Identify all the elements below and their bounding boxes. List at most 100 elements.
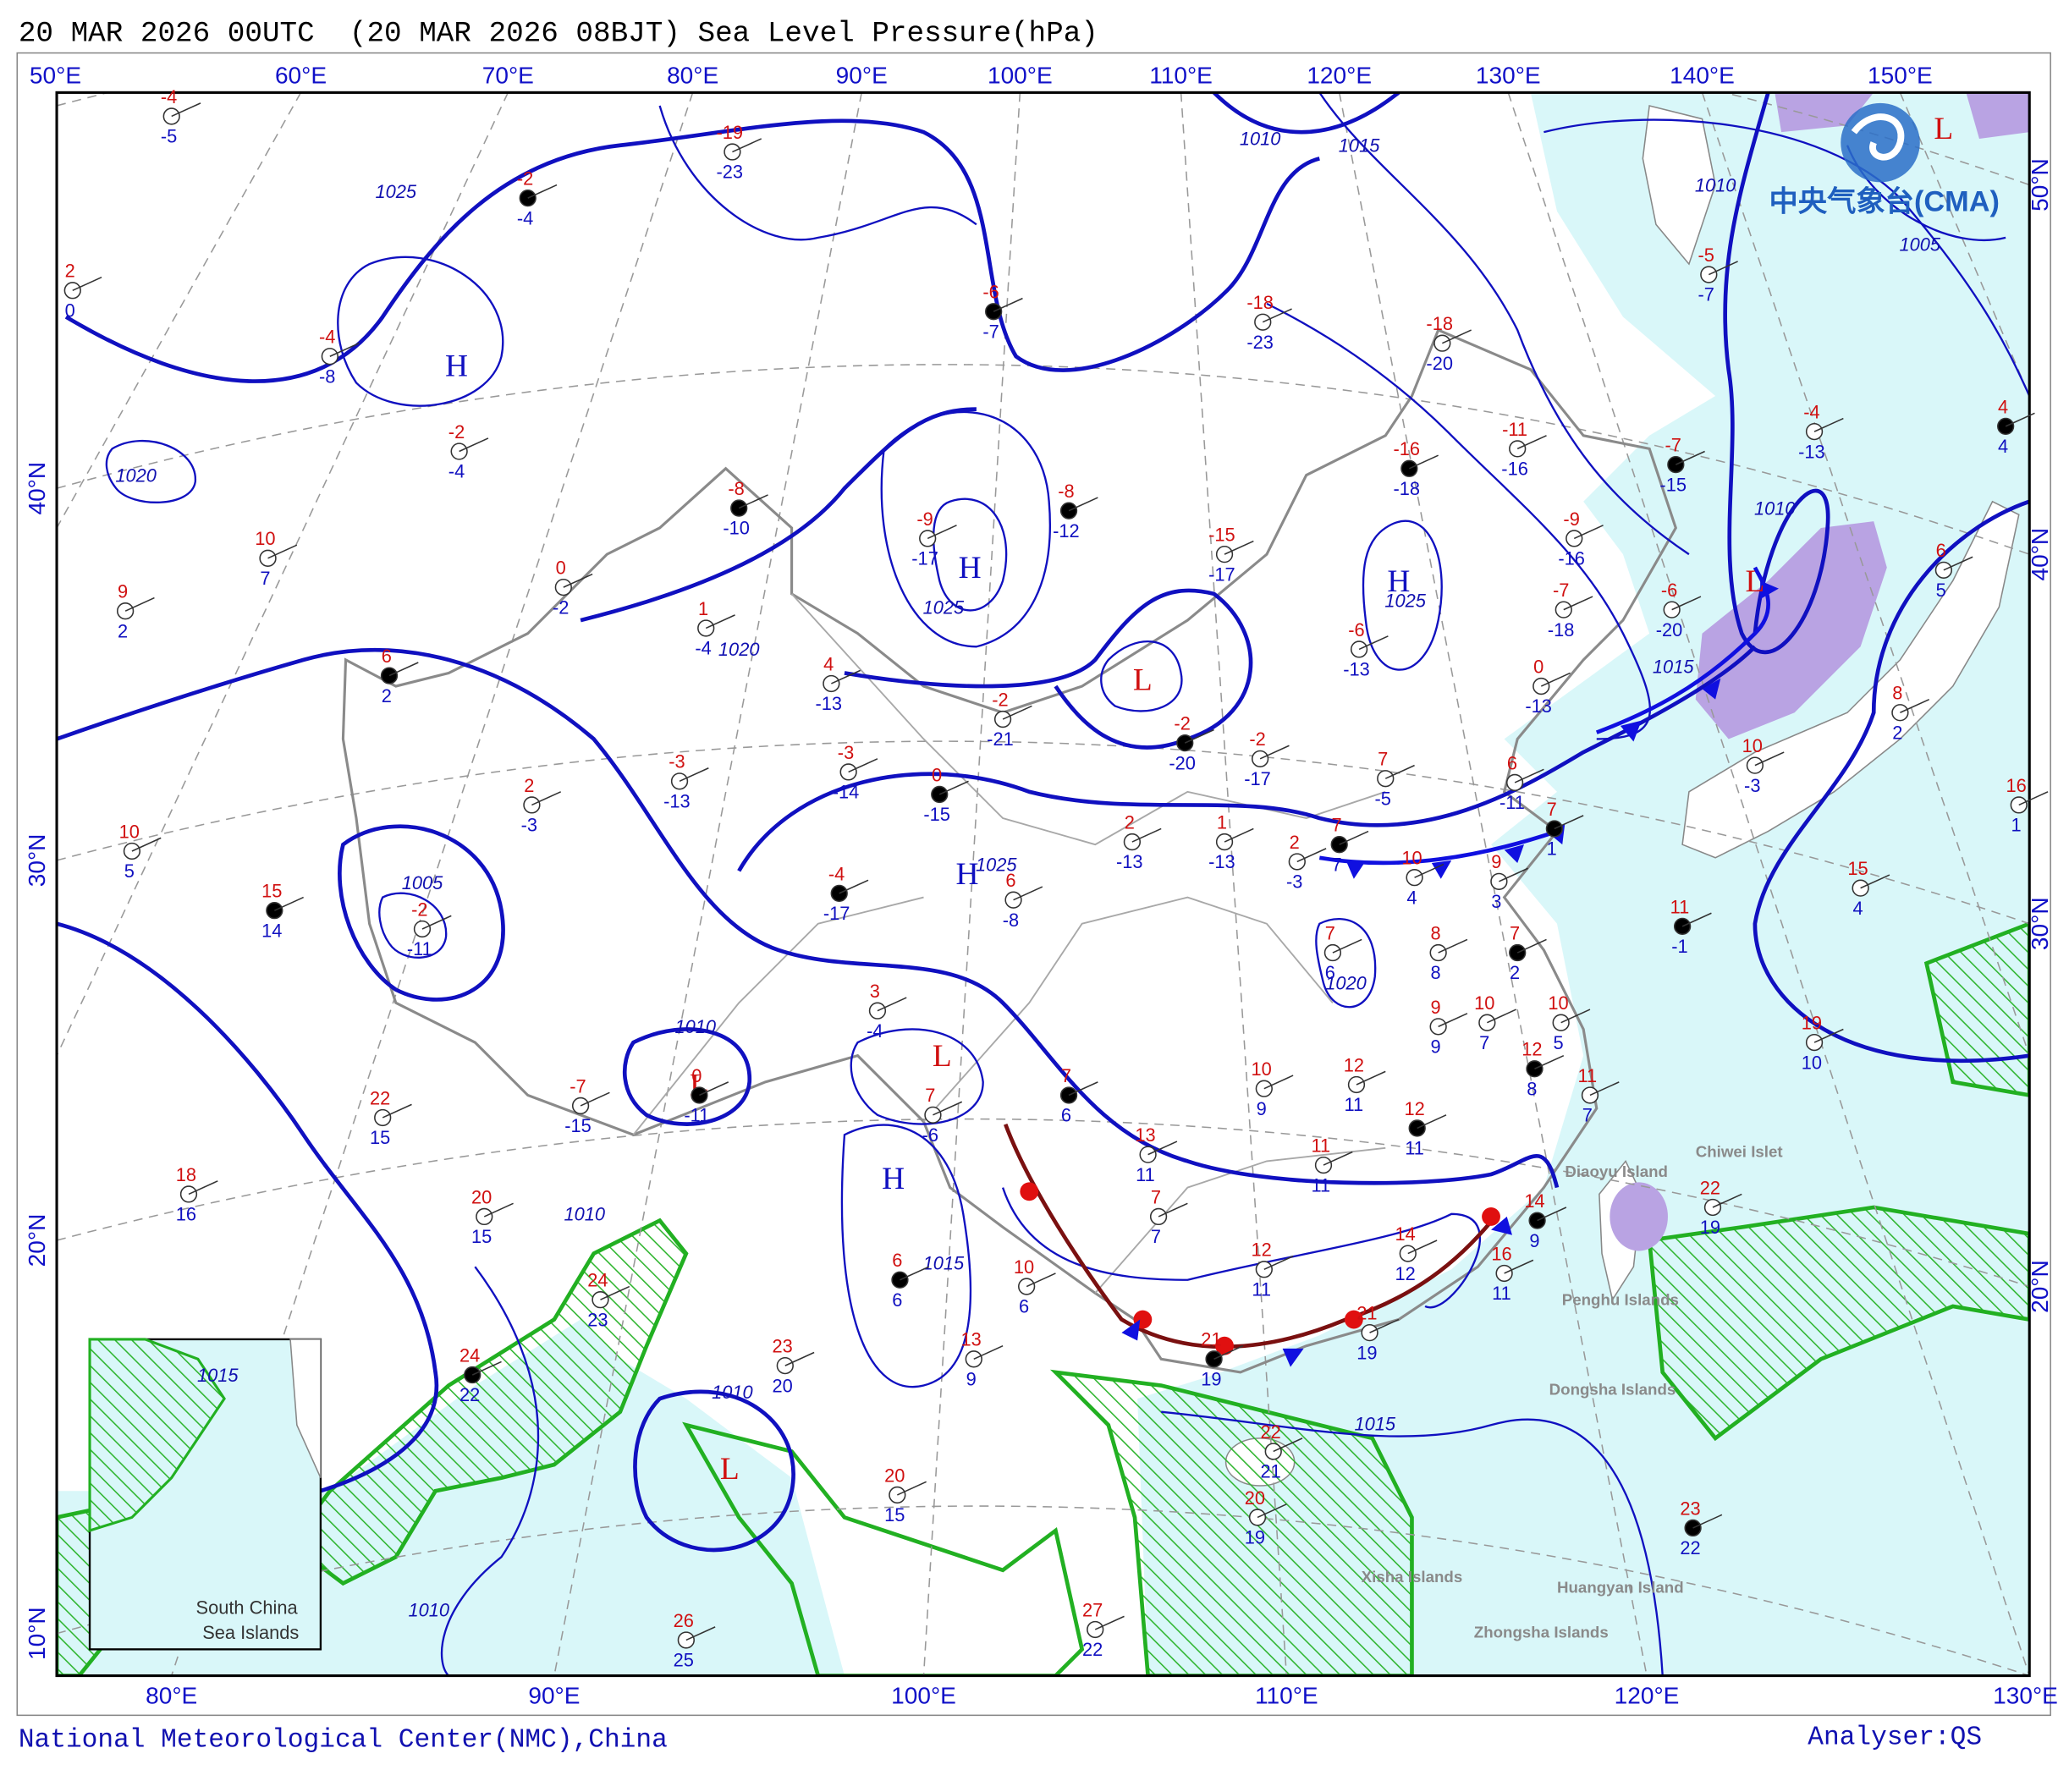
station-dewpoint: 4 [1998,436,2008,457]
station-dewpoint: -18 [1393,478,1420,499]
wind-barb [1409,454,1439,470]
station-temperature: -16 [1393,438,1420,459]
station-marker [1746,756,1764,774]
station-temperature: 10 [1401,848,1422,869]
station-dewpoint: -16 [1558,548,1585,569]
longitude-label: 150°E [1868,62,1933,88]
station-temperature: 23 [773,1336,793,1357]
isobar-label: 1025 [976,854,1017,875]
station: 77 [1149,1186,1188,1247]
station-marker [1059,502,1078,519]
station: -18 -23 [1246,292,1292,353]
station-temperature: -6 [1661,580,1677,601]
station-dewpoint: 14 [261,920,282,941]
wind-barb [732,138,762,153]
wind-barb [738,494,768,509]
station-dewpoint: 21 [1260,1461,1280,1482]
wind-barb [1356,1070,1386,1086]
wind-barb [1573,525,1604,540]
station: -9 -17 [911,508,957,569]
station-dewpoint: -1 [1671,936,1687,957]
station-temperature: -2 [448,421,465,443]
isobar [1212,92,1400,135]
warm-front-symbol [1344,1310,1363,1329]
station-temperature: 7 [1378,749,1388,770]
station-dewpoint: -4 [867,1020,883,1042]
pressure-center: H [882,1162,905,1196]
station-dewpoint: 9 [1529,1230,1539,1251]
station-dewpoint: -4 [517,207,533,228]
isobar [1100,640,1183,712]
isobar [57,647,1560,1189]
station-temperature: 10 [1014,1256,1034,1278]
station-dewpoint: -2 [553,596,569,618]
station-dewpoint: -11 [407,938,432,959]
station: -5 -7 [1698,245,1738,305]
station: 10 -3 [1742,735,1785,796]
wind-barb [1273,1437,1303,1453]
wind-barb [600,1285,630,1300]
station: -2 -4 [517,168,558,228]
wind-barb [1516,938,1547,954]
station-dewpoint: -17 [1208,563,1235,585]
meridian [57,92,509,1057]
wind-barb [382,1103,412,1119]
station-dewpoint: -12 [1053,520,1080,541]
wind-barb [188,1180,218,1196]
outer-frame [16,52,2051,1717]
station: 76 [1323,922,1362,983]
station-dewpoint: 6 [892,1289,902,1311]
wind-barb [1754,751,1785,767]
wind-barb [1692,1514,1723,1529]
pressure-center: H [955,857,978,892]
longitude-label: 140°E [1670,62,1735,88]
station: -6 -7 [982,282,1023,342]
meridian [1899,92,2030,397]
rain-area [1049,1369,1414,1676]
station: 24 23 [587,1270,630,1330]
longitude-label: 50°E [30,62,81,88]
station-temperature: 20 [1245,1487,1265,1509]
longitude-label: 110°E [1255,1682,1318,1708]
wind-barb [1158,1202,1188,1218]
wind-barb [705,614,735,629]
wind-barb [1339,830,1369,845]
wind-barb [1369,1318,1400,1333]
station-temperature: 9 [118,581,128,602]
station-dewpoint: -7 [1698,284,1714,305]
rain-area [287,1218,689,1586]
station-marker [730,499,748,517]
isobar-label: 1005 [402,872,443,893]
station-temperature: 20 [884,1465,905,1486]
station: -7 -15 [1659,435,1705,495]
station: -19 -23 [717,122,762,183]
station-marker [1215,546,1234,563]
wind-barb [993,297,1023,312]
wind-barb [685,1626,716,1641]
wind-barb [1184,728,1214,744]
station: 13 11 [1135,1124,1178,1185]
wind-barb [1358,635,1389,651]
province-border [632,593,1386,1294]
wind-barb [1296,848,1327,863]
station: 65 [1934,540,1973,601]
pressure-center: L [720,1452,740,1487]
station-dewpoint: 11 [1136,1164,1155,1185]
wind-barb [1068,497,1098,512]
station: 92 [116,581,155,641]
station: 2 -3 [1286,832,1327,893]
station-dewpoint: 7 [1332,854,1342,875]
station-dewpoint: 7 [260,568,270,589]
station: 0 -13 [1525,656,1571,717]
station: -3 -13 [663,751,709,812]
station-dewpoint: 4 [1852,898,1863,919]
station-dewpoint: 2 [382,685,392,706]
station-dewpoint: 25 [674,1650,694,1671]
station: -2 -21 [987,689,1032,750]
station-temperature: 12 [1252,1240,1272,1261]
station-temperature: 0 [932,764,942,785]
isobar-label: 1010 [712,1382,753,1403]
station-dewpoint: 22 [1680,1537,1700,1558]
place-label: Chiwei Islet [1696,1143,1783,1161]
